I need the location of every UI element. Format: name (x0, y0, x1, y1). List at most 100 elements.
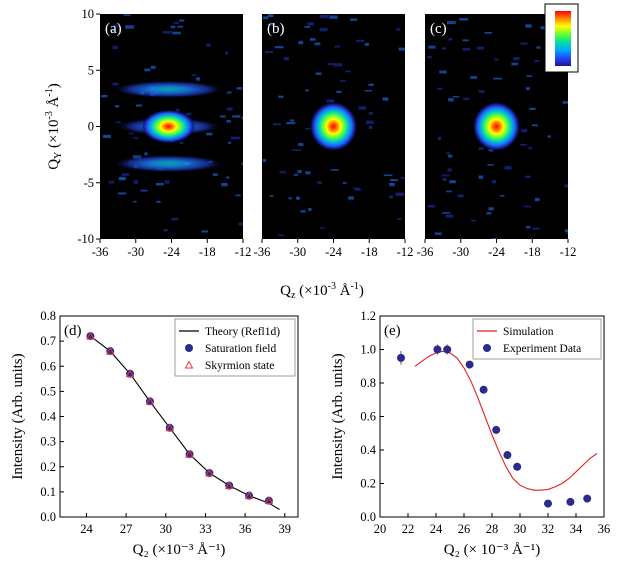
speckle (319, 14, 329, 19)
y-tick-label: 0.3 (40, 435, 56, 449)
legend-entry: Experiment Data (503, 343, 581, 355)
x-tick-label: 30 (514, 522, 527, 536)
speckle (305, 171, 311, 175)
speckle (278, 234, 285, 237)
y-tick-label: 0.8 (360, 376, 376, 390)
speckle (436, 87, 443, 90)
speckle (133, 137, 139, 139)
legend-box (472, 318, 602, 360)
speckle (353, 187, 360, 190)
data-point (185, 450, 194, 459)
speckle (491, 238, 497, 239)
data-point (205, 469, 214, 478)
y-tick-label: 0.8 (40, 309, 56, 323)
data-point (264, 496, 273, 505)
intensity-spot (472, 101, 521, 152)
data-point-triangle (145, 396, 155, 405)
legend-entry: Simulation (503, 326, 554, 338)
data-point-triangle (105, 346, 115, 355)
speckle (534, 59, 540, 63)
x-tick-label: -18 (199, 245, 216, 259)
speckle (125, 25, 134, 29)
speckle (493, 77, 502, 80)
speckle (196, 77, 201, 81)
speckle (112, 24, 119, 28)
speckle (486, 212, 492, 215)
speckle (173, 21, 179, 24)
intensity-spot (111, 154, 226, 173)
speckle (449, 180, 456, 184)
y-tick-label: 1.0 (360, 343, 376, 357)
speckle (164, 180, 170, 184)
speckle (459, 17, 469, 21)
x-tick-label: 24 (430, 522, 443, 536)
speckle (446, 21, 456, 25)
speckle (212, 173, 218, 176)
speckle (434, 232, 442, 235)
speckle (529, 107, 536, 110)
speckle (230, 136, 240, 140)
speckle (155, 182, 164, 186)
data-point (465, 360, 474, 369)
y-tick-label: 0.5 (40, 384, 56, 398)
intensity-spot (141, 109, 196, 144)
colorbar-scale (555, 11, 571, 66)
speckle (156, 200, 161, 203)
series-line (414, 350, 598, 491)
x-tick-label: -30 (452, 245, 469, 259)
speckle (283, 56, 289, 61)
speckle (150, 65, 156, 69)
speckle (441, 212, 451, 214)
speckle (293, 174, 299, 176)
speckle (447, 168, 452, 172)
data-point (86, 332, 95, 341)
speckle (382, 97, 389, 101)
speckle (566, 232, 568, 235)
y-tick-label: 0.1 (40, 485, 56, 499)
speckle (292, 149, 302, 151)
speckle (388, 195, 393, 199)
speckle (122, 173, 130, 176)
data-point (443, 345, 452, 354)
speckle (297, 169, 302, 174)
intensity-spot (111, 80, 226, 99)
legend-entry: Theory (Refl1d) (205, 326, 280, 338)
speckle (135, 104, 142, 107)
speckle (463, 97, 470, 100)
speckle (317, 181, 322, 184)
line-panel-d: 24 27 30 33 36 39 0.0 0.1 0.2 0.3 0.4 0.5 0.6 0.7 0.8 I… (10, 309, 299, 558)
speckle (163, 229, 168, 232)
speckle (315, 72, 322, 75)
speckle (114, 105, 120, 108)
speckle (368, 125, 373, 129)
x-tick-label: -12 (397, 245, 414, 259)
panel-label: (e) (384, 323, 401, 339)
x-tick-label: -12 (560, 245, 577, 259)
y-tick-label: -5 (84, 176, 94, 190)
y-tick-label: 0.2 (40, 460, 56, 474)
speckle (396, 218, 402, 220)
speckle (123, 14, 131, 16)
speckle (226, 107, 233, 111)
speckle (232, 115, 241, 118)
x-tick-label: -36 (254, 245, 271, 259)
speckle (398, 47, 405, 51)
intensity-spot (309, 101, 358, 152)
speckle (471, 219, 476, 222)
speckle (535, 197, 540, 202)
speckle (179, 141, 184, 144)
speckle (227, 91, 232, 94)
speckle (491, 180, 497, 184)
speckle (484, 31, 492, 34)
speckle (309, 38, 316, 41)
legend-swatch (184, 360, 194, 369)
speckle (500, 194, 505, 197)
data-point-triangle (86, 331, 95, 340)
data-point-triangle (185, 449, 194, 458)
x-tick-label: 34 (570, 522, 583, 536)
speckle (300, 210, 306, 213)
data-point-triangle (264, 496, 274, 505)
speckle (525, 24, 532, 28)
speckle (504, 166, 512, 170)
x-tick-label: 33 (199, 522, 212, 536)
